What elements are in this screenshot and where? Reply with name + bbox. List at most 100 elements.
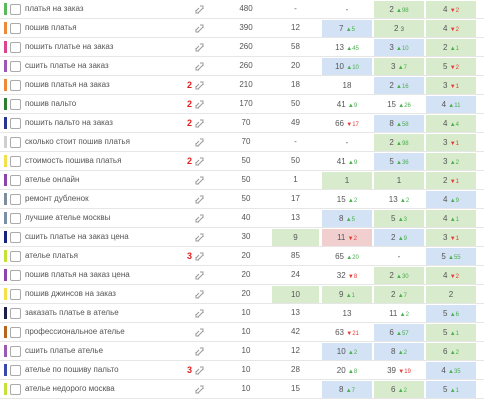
- change-arrow: ▲: [449, 198, 456, 204]
- position-change: 2: [403, 350, 407, 356]
- row-checkbox[interactable]: [10, 365, 21, 376]
- link-icon[interactable]: [195, 252, 204, 261]
- position-value: 13: [388, 195, 398, 204]
- position-value: 18: [342, 81, 352, 90]
- change-arrow: ▲: [396, 331, 402, 337]
- position-value: 32: [336, 271, 346, 280]
- position-change: 1: [455, 141, 459, 147]
- position-change: 2: [353, 236, 357, 242]
- frequency: 70: [241, 137, 251, 146]
- link-icon[interactable]: [195, 5, 204, 14]
- position-value: 15: [336, 195, 346, 204]
- link-icon[interactable]: [195, 43, 204, 52]
- position-value: 4: [441, 366, 446, 375]
- position-value: 3: [443, 138, 448, 147]
- position-change: 58: [401, 122, 409, 128]
- position-change: 10: [352, 65, 359, 71]
- position-change: 30: [401, 274, 409, 280]
- row-checkbox[interactable]: [10, 4, 21, 15]
- position-change: 55: [453, 255, 461, 261]
- link-icon[interactable]: [195, 62, 204, 71]
- row-checkbox[interactable]: [10, 327, 21, 338]
- table-row: сшить платье на заказ цена 30 9 11 ▼2 2 ▲9 3 …: [0, 228, 484, 247]
- row-checkbox[interactable]: [10, 42, 21, 53]
- row-checkbox[interactable]: [10, 175, 21, 186]
- row-checkbox[interactable]: [10, 308, 21, 319]
- link-icon[interactable]: [195, 119, 204, 128]
- base-position: 13: [291, 213, 300, 222]
- position-value: 2: [448, 290, 454, 299]
- link-icon[interactable]: [195, 271, 204, 280]
- rank-count: 2: [186, 99, 192, 109]
- position-value: 3: [389, 43, 394, 52]
- row-checkbox[interactable]: [10, 289, 21, 300]
- position-cell: 3 ▲7: [374, 58, 424, 75]
- change-arrow: ▲: [347, 160, 354, 166]
- color-marker: [4, 155, 7, 167]
- row-checkbox[interactable]: [10, 232, 21, 243]
- change-arrow: ▲: [396, 160, 402, 166]
- row-checkbox[interactable]: [10, 118, 21, 129]
- frequency: 50: [241, 175, 251, 184]
- link-icon[interactable]: [195, 195, 204, 204]
- color-marker: [4, 383, 7, 395]
- base-position: 58: [291, 42, 300, 51]
- link-icon[interactable]: [195, 385, 204, 394]
- change-arrow: ▲: [449, 350, 456, 356]
- change-arrow: ▲: [449, 388, 456, 394]
- row-checkbox[interactable]: [10, 99, 21, 110]
- link-icon[interactable]: [195, 328, 204, 337]
- position-change: 16: [401, 84, 409, 90]
- link-icon[interactable]: [195, 347, 204, 356]
- color-marker: [4, 212, 7, 224]
- keyword: ателье онлайн: [25, 175, 80, 184]
- position-change: 19: [404, 369, 411, 375]
- table-row: ателье платья 3 20 85 65 ▲20-5 ▲55: [0, 247, 484, 266]
- position-cell: 32 ▼8: [322, 267, 372, 284]
- row-checkbox[interactable]: [10, 23, 21, 34]
- link-icon[interactable]: [195, 81, 204, 90]
- link-icon[interactable]: [195, 138, 204, 147]
- base-position: 9: [272, 229, 319, 246]
- link-icon[interactable]: [195, 290, 204, 299]
- frequency: 20: [241, 270, 251, 279]
- link-icon[interactable]: [195, 233, 204, 242]
- row-checkbox[interactable]: [10, 384, 21, 395]
- row-checkbox[interactable]: [10, 61, 21, 72]
- position-value: 5: [389, 157, 394, 166]
- keyword: ателье по пошиву пальто: [25, 365, 119, 374]
- link-icon[interactable]: [195, 366, 204, 375]
- row-checkbox[interactable]: [10, 270, 21, 281]
- link-icon[interactable]: [195, 100, 204, 109]
- change-arrow: ▼: [449, 27, 456, 33]
- position-cell: 8 ▲7: [322, 381, 372, 398]
- position-cell: 8 ▲58: [374, 115, 424, 132]
- row-checkbox[interactable]: [10, 194, 21, 205]
- position-cell: 5 ▲3: [374, 210, 424, 227]
- color-marker: [4, 79, 7, 91]
- table-row: платья на заказ 480- -2 ▲98 4 ▼2: [0, 0, 484, 19]
- row-checkbox[interactable]: [10, 251, 21, 262]
- position-cell: 2 ▲30: [374, 267, 424, 284]
- change-arrow: ▼: [346, 122, 353, 128]
- change-arrow: ▲: [448, 255, 454, 261]
- row-checkbox[interactable]: [10, 346, 21, 357]
- link-icon[interactable]: [195, 309, 204, 318]
- link-icon[interactable]: [195, 176, 204, 185]
- link-icon[interactable]: [195, 214, 204, 223]
- position-value: 3: [391, 62, 396, 71]
- position-cell: 4 ▲1: [426, 210, 476, 227]
- position-cell: -: [322, 1, 372, 18]
- change-arrow: ▲: [347, 198, 354, 204]
- position-change: 2: [455, 8, 459, 14]
- position-value: 10: [336, 347, 346, 356]
- position-change: 98: [401, 141, 409, 147]
- keyword: пошив джинсов на заказ: [25, 289, 116, 298]
- link-icon[interactable]: [195, 157, 204, 166]
- row-checkbox[interactable]: [10, 137, 21, 148]
- row-checkbox[interactable]: [10, 213, 21, 224]
- link-icon[interactable]: [195, 24, 204, 33]
- row-checkbox[interactable]: [10, 80, 21, 91]
- row-checkbox[interactable]: [10, 156, 21, 167]
